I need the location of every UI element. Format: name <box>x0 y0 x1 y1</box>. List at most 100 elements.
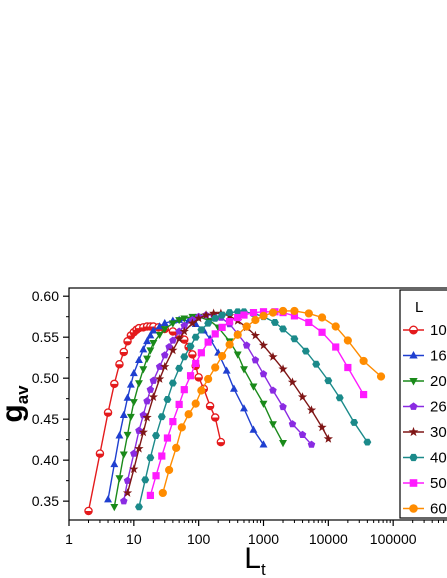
data-point <box>122 488 133 497</box>
data-point <box>290 312 299 320</box>
data-point <box>163 434 172 442</box>
data-point <box>175 400 183 409</box>
data-point <box>259 370 268 378</box>
data-point <box>158 488 167 498</box>
data-point <box>146 347 155 355</box>
data-point <box>110 459 119 468</box>
data-point <box>152 432 160 439</box>
data-point <box>135 380 143 388</box>
data-point <box>269 386 277 394</box>
data-point <box>188 350 197 359</box>
data-point <box>138 427 148 437</box>
legend-marker <box>409 504 418 513</box>
data-point <box>233 308 242 316</box>
legend-item-50: 50 <box>403 475 447 492</box>
series-line <box>113 315 284 508</box>
data-point <box>259 440 268 448</box>
y-axis: 0.35 0.40 0.45 0.50 0.55 0.60 <box>32 288 69 509</box>
plot-area: 1 10 100 1000 10000 100000 0.350.400.450.500.… <box>32 287 447 547</box>
data-point <box>110 379 119 389</box>
data-point <box>249 383 258 391</box>
data-point <box>165 343 173 351</box>
data-point <box>218 311 227 319</box>
data-point <box>139 366 148 374</box>
legend-item-16: 16 <box>403 348 447 365</box>
data-point <box>335 394 344 402</box>
data-point <box>160 361 170 371</box>
data-point <box>259 400 268 408</box>
data-point <box>301 347 310 355</box>
data-point <box>343 336 352 345</box>
legend-marker <box>409 453 418 462</box>
data-point <box>175 327 183 335</box>
data-point <box>134 443 144 453</box>
data-point <box>304 309 313 318</box>
data-point <box>226 318 234 326</box>
y-axis-title-main: g <box>0 404 29 422</box>
data-point <box>259 311 268 320</box>
data-point <box>225 340 234 349</box>
data-point <box>177 423 186 432</box>
data-point <box>242 322 251 331</box>
legend-marker <box>409 325 418 335</box>
data-point <box>240 404 248 412</box>
data-point <box>317 422 327 432</box>
data-point <box>233 330 242 339</box>
axis-titles: Lt gav <box>0 385 266 578</box>
data-point <box>201 310 211 319</box>
data-point <box>279 440 287 448</box>
legend-marker <box>408 426 419 437</box>
legend-marker <box>409 479 418 487</box>
data-point <box>95 449 105 458</box>
data-point <box>115 359 124 369</box>
data-point <box>268 308 278 317</box>
legend-marker <box>409 350 418 359</box>
data-point <box>184 410 193 419</box>
data-point <box>323 433 333 443</box>
legend-label: 26 <box>430 399 447 416</box>
data-point <box>211 363 220 372</box>
data-point <box>250 330 261 340</box>
legend-label: 50 <box>430 475 447 492</box>
legend-marker <box>409 402 418 410</box>
data-point <box>242 341 251 349</box>
data-point <box>179 326 189 336</box>
data-point <box>155 374 165 383</box>
y-axis-title: gav <box>0 385 32 423</box>
data-point <box>143 397 151 405</box>
data-point <box>218 323 226 331</box>
data-point <box>290 335 299 343</box>
data-point <box>197 386 206 395</box>
data-point <box>287 377 298 387</box>
data-point <box>175 317 184 325</box>
legend-title: L <box>415 299 423 316</box>
data-point <box>180 353 189 361</box>
data-point <box>204 374 213 384</box>
series-layer <box>84 306 386 516</box>
data-point <box>169 418 177 426</box>
y-tick-label: 0.35 <box>32 493 59 509</box>
data-point <box>149 326 158 334</box>
data-point <box>168 379 177 387</box>
x-tick-label: 1000 <box>248 531 279 547</box>
series-26 <box>120 311 316 505</box>
data-point <box>278 306 288 316</box>
data-point <box>268 352 278 361</box>
data-point <box>84 506 93 516</box>
data-point <box>324 377 333 385</box>
data-point <box>278 364 288 374</box>
data-point <box>210 413 220 422</box>
data-point <box>172 443 181 452</box>
data-point <box>129 399 138 407</box>
series-20 <box>110 313 287 512</box>
legend-item-60: 60 <box>403 501 447 518</box>
data-point <box>123 393 132 401</box>
legend: L 10 16 20 26 30 40 50 60 <box>399 289 447 519</box>
y-tick-label: 0.50 <box>32 370 59 386</box>
y-tick-label: 0.55 <box>32 329 59 345</box>
data-point <box>312 360 321 368</box>
x-tick-label: 10000 <box>309 531 348 547</box>
data-point <box>103 408 113 417</box>
series-10 <box>84 322 226 516</box>
data-point <box>123 431 132 440</box>
